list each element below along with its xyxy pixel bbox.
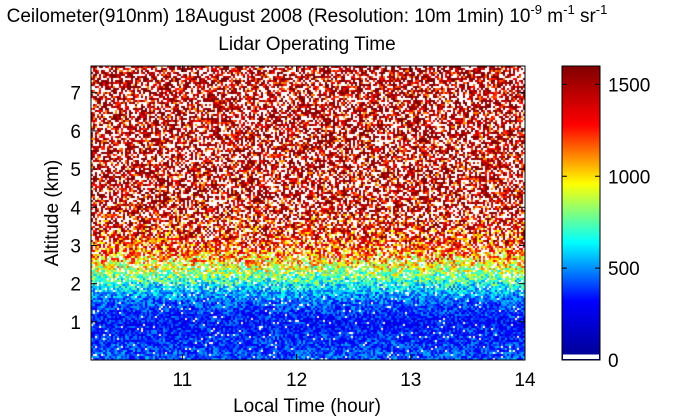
colorbar — [561, 65, 601, 361]
heatmap-canvas — [91, 66, 525, 360]
x-tick-label: 14 — [514, 370, 536, 391]
x-tick-label: 12 — [286, 370, 307, 391]
y-tick-label: 1 — [70, 313, 81, 334]
chart-title: Ceilometer(910nm) 18August 2008 (Resolut… — [7, 2, 608, 27]
y-tick-label: 6 — [70, 122, 81, 143]
colorbar-tick-label: 0 — [608, 351, 619, 372]
title-unit-sr: sr — [575, 6, 597, 27]
title-prefix: Ceilometer(910nm) 18August 2008 (Resolut… — [7, 6, 531, 27]
y-tick-label: 2 — [70, 275, 81, 296]
heatmap-container — [91, 66, 525, 360]
x-tick-label: 13 — [400, 370, 421, 391]
y-axis-label: Altitude (km) — [42, 160, 63, 267]
x-axis-label: Local Time (hour) — [233, 396, 381, 417]
chart-subtitle: Lidar Operating Time — [218, 34, 395, 55]
y-tick-label: 7 — [70, 84, 81, 105]
title-exp-1: -9 — [530, 2, 542, 17]
colorbar-tick-label: 500 — [608, 259, 640, 280]
title-exp-3: -1 — [596, 2, 608, 17]
colorbar-zero-band — [563, 354, 599, 359]
y-tick-label: 4 — [70, 198, 81, 219]
y-axis: 1 2 3 4 5 6 7 — [70, 84, 525, 334]
y-tick-label: 3 — [70, 236, 81, 257]
x-axis: 11 12 13 14 — [173, 66, 536, 391]
colorbar-tick-label: 1000 — [608, 167, 650, 188]
title-unit-m: m — [542, 6, 563, 27]
plot-area — [90, 65, 526, 361]
title-exp-2: -1 — [563, 2, 575, 17]
x-tick-label: 11 — [173, 370, 193, 391]
plot-frame — [90, 65, 526, 361]
colorbar-ticks: 0 500 1000 1500 — [562, 75, 650, 372]
colorbar-tick-label: 1500 — [608, 75, 650, 96]
colorbar-gradient — [561, 65, 601, 361]
y-tick-label: 5 — [70, 160, 81, 181]
